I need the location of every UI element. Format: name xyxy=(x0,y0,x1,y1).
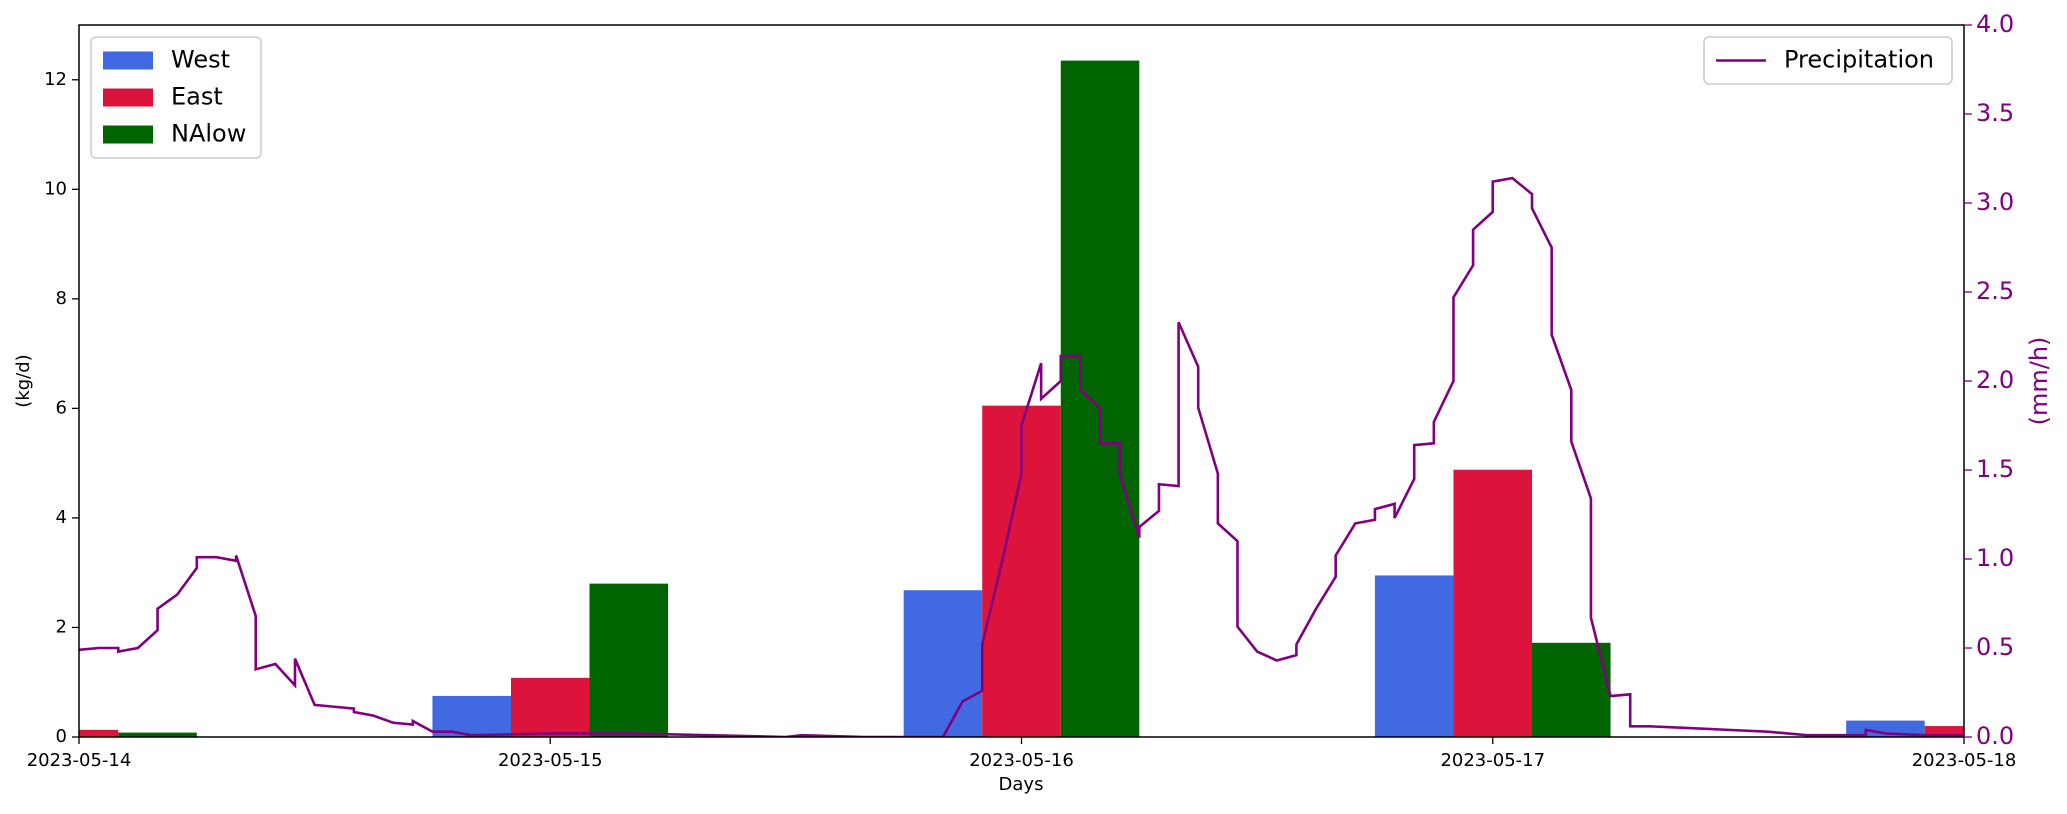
bar xyxy=(1532,642,1611,737)
bar xyxy=(1453,469,1533,737)
precipitation-line xyxy=(79,176,1964,737)
y2-tick-label: 1.5 xyxy=(1976,455,2014,483)
bar xyxy=(1060,60,1140,737)
y2-tick-label: 2.0 xyxy=(1976,366,2014,394)
x-axis-label: Days xyxy=(999,774,1044,795)
y-tick-label: 4 xyxy=(56,507,67,528)
plot-area xyxy=(79,60,1964,737)
y2-tick-label: 4.0 xyxy=(1976,10,2014,38)
x-tick-label: 2023-05-16 xyxy=(969,750,1074,771)
bar xyxy=(510,677,590,737)
x-tick-label: 2023-05-17 xyxy=(1440,750,1545,771)
y2-tick-label: 3.5 xyxy=(1976,99,2014,127)
bar xyxy=(903,590,983,737)
bar xyxy=(432,695,511,737)
legend-swatch xyxy=(103,51,153,70)
x-tick-label: 2023-05-15 xyxy=(498,750,603,771)
y-tick-label: 6 xyxy=(56,397,67,418)
y-tick-label: 8 xyxy=(56,288,67,309)
x-tick-label: 2023-05-14 xyxy=(27,750,132,771)
y-tick-label: 0 xyxy=(56,726,67,747)
legend-label: NAlow xyxy=(171,120,246,148)
bar xyxy=(1924,726,1964,737)
y2-axis-label: (mm/h) xyxy=(2025,337,2053,426)
y-axis-label: (kg/d) xyxy=(13,354,34,407)
legend-label: Precipitation xyxy=(1784,46,1934,74)
legend-swatch xyxy=(103,88,153,107)
legend-label: East xyxy=(171,83,223,111)
y-tick-label: 10 xyxy=(44,178,67,199)
legend-label: West xyxy=(171,46,230,74)
y2-tick-label: 1.0 xyxy=(1976,544,2014,572)
y2-tick-label: 2.5 xyxy=(1976,277,2014,305)
y2-tick-label: 3.0 xyxy=(1976,188,2014,216)
y-tick-label: 2 xyxy=(56,616,67,637)
y2-tick-label: 0.0 xyxy=(1976,722,2014,750)
bar xyxy=(589,583,669,737)
bar xyxy=(118,732,197,737)
bar xyxy=(1374,575,1454,737)
y-tick-label: 12 xyxy=(44,69,67,90)
x-tick-label: 2023-05-18 xyxy=(1912,750,2017,771)
legend-swatch xyxy=(103,125,153,144)
legend-box xyxy=(1703,36,1953,85)
bar xyxy=(79,729,119,737)
y2-tick-label: 0.5 xyxy=(1976,633,2014,661)
